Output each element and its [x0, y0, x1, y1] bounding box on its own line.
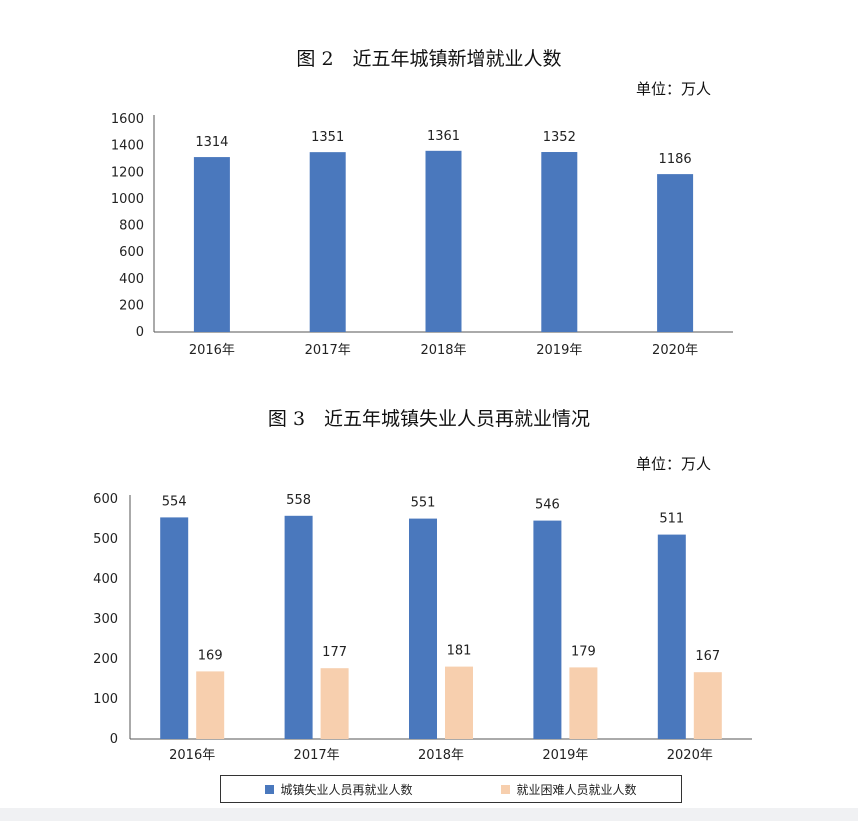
chart1-unit-label: 单位：万人 [636, 80, 712, 98]
chart2-bar-s1-0 [160, 517, 189, 739]
chart2-x-tick-label-2: 2018年 [418, 748, 464, 763]
chart1-bar-1 [309, 152, 346, 332]
chart1-data-label-2: 1361 [427, 129, 460, 144]
chart1-x-tick-label-0: 2016年 [189, 343, 235, 358]
chart2-data-label-s1-1: 558 [286, 493, 311, 508]
chart1-y-tick-label-5: 1000 [111, 192, 144, 207]
chart1-bar-3 [541, 152, 578, 332]
chart1-y-tick-label-3: 600 [119, 245, 144, 260]
chart2-bar-s1-2 [409, 518, 437, 739]
legend-label-series-2: 就业困难人员就业人数 [516, 782, 637, 797]
legend-item-series-1: 城镇失业人员再就业人数 [265, 781, 413, 798]
legend-swatch-series-1 [265, 784, 275, 794]
legend-label-series-1: 城镇失业人员再就业人数 [280, 782, 413, 797]
chart2-bar-s2-1 [320, 668, 349, 739]
chart2-data-label-s1-3: 546 [535, 498, 560, 513]
chart2-data-label-s2-4: 167 [695, 649, 720, 664]
chart2-x-tick-label-3: 2019年 [542, 748, 588, 763]
chart2-y-tick-label-1: 100 [93, 692, 118, 707]
chart1-data-label-3: 1352 [543, 130, 576, 145]
chart1-bar-2 [425, 150, 462, 332]
chart1-x-tick-label-2: 2018年 [420, 343, 466, 358]
chart2-y-tick-label-5: 500 [93, 532, 118, 547]
chart1-x-tick-label-3: 2019年 [536, 343, 582, 358]
chart1-plot: 0 200 400 600 800 1000 1200 1400 1600 1314 2016年 13… [111, 112, 733, 358]
chart1-data-label-4: 1186 [659, 152, 692, 167]
legend-item-series-2: 就业困难人员就业人数 [501, 781, 637, 798]
chart1-data-label-1: 1351 [311, 130, 344, 145]
chart2-x-tick-label-4: 2020年 [667, 748, 713, 763]
chart2-data-label-s1-2: 551 [411, 496, 436, 511]
chart2-y-tick-label-6: 600 [93, 492, 118, 507]
chart1-x-tick-label-1: 2017年 [305, 343, 351, 358]
chart2-legend: 城镇失业人员再就业人数 就业困难人员就业人数 [220, 775, 682, 803]
page-footer-band [0, 808, 858, 821]
chart2-bar-s2-2 [445, 666, 473, 739]
chart2-data-label-s1-4: 511 [659, 512, 684, 527]
chart1-y-tick-label-0: 0 [136, 325, 144, 340]
chart2-bar-s2-0 [196, 671, 225, 739]
chart2-x-tick-label-1: 2017年 [294, 748, 340, 763]
chart2-unit-label: 单位：万人 [636, 455, 712, 473]
chart2-bar-s1-1 [284, 515, 313, 739]
chart1-y-tick-label-6: 1200 [111, 165, 144, 180]
chart2-y-tick-label-0: 0 [110, 732, 118, 747]
chart1-x-tick-label-4: 2020年 [652, 343, 698, 358]
chart2-y-tick-label-4: 400 [93, 572, 118, 587]
chart1-y-tick-label-2: 400 [119, 272, 144, 287]
chart1-bar-0 [193, 157, 230, 332]
chart2-x-tick-label-0: 2016年 [169, 748, 215, 763]
chart2-y-tick-label-2: 200 [93, 652, 118, 667]
chart2-data-label-s2-1: 177 [322, 645, 347, 660]
chart2-data-label-s2-2: 181 [447, 644, 472, 659]
chart1-data-label-0: 1314 [195, 135, 228, 150]
chart2-data-label-s2-0: 169 [198, 648, 223, 663]
chart1-y-tick-label-7: 1400 [111, 139, 144, 154]
chart2-bar-s2-3 [569, 667, 598, 739]
chart2-y-tick-label-3: 300 [93, 612, 118, 627]
chart2-title: 图 3 近五年城镇失业人员再就业情况 [267, 408, 591, 430]
chart2-data-label-s1-0: 554 [162, 494, 187, 509]
chart2-bar-s2-4 [693, 672, 722, 739]
chart1-title: 图 2 近五年城镇新增就业人数 [296, 48, 562, 70]
chart1-y-tick-label-8: 1600 [111, 112, 144, 127]
chart1-y-tick-label-1: 200 [119, 298, 144, 313]
chart2-data-label-s2-3: 179 [571, 644, 596, 659]
legend-swatch-series-2 [501, 784, 511, 794]
chart2-bar-s1-4 [657, 534, 686, 739]
chart1-bar-4 [657, 174, 694, 332]
chart2-bar-s1-3 [533, 520, 562, 739]
chart1-y-tick-label-4: 800 [119, 219, 144, 234]
chart2-plot: 0 100 200 300 400 500 600 554 169 2016年 558 177 2017… [93, 492, 752, 763]
